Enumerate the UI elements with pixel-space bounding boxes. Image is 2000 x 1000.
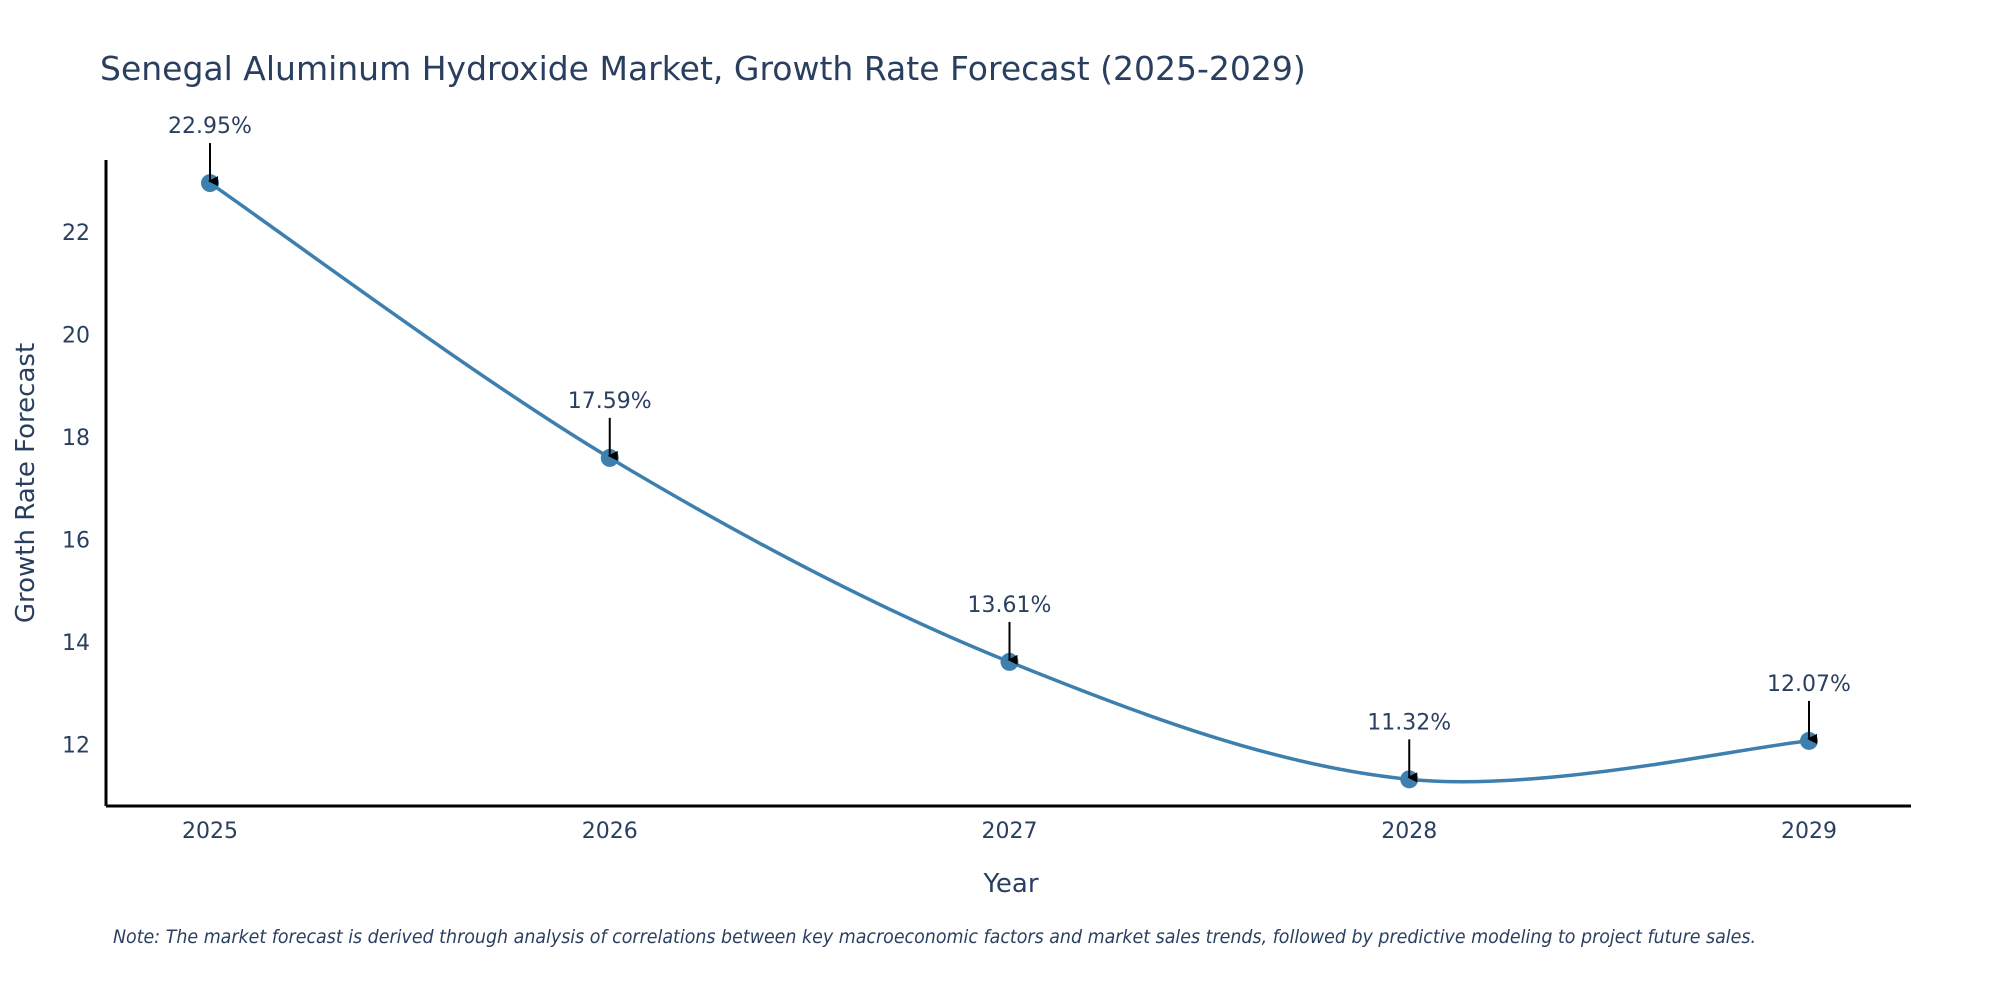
data-label: 22.95% bbox=[168, 114, 252, 139]
series-markers bbox=[201, 174, 1818, 789]
x-tick-label: 2027 bbox=[982, 819, 1038, 844]
x-axis-title: Year bbox=[982, 869, 1038, 899]
y-tick-label: 12 bbox=[62, 733, 90, 758]
x-tick-label: 2029 bbox=[1781, 819, 1837, 844]
x-tick-label: 2028 bbox=[1381, 819, 1437, 844]
y-tick-label: 16 bbox=[62, 528, 90, 553]
data-label: 11.32% bbox=[1367, 710, 1451, 735]
y-tick-labels: 12 14 16 18 20 22 bbox=[62, 221, 90, 759]
y-tick-label: 20 bbox=[62, 323, 90, 348]
plot-area: 12 14 16 18 20 22 2025 2026 2027 2028 2029 22.95%… bbox=[62, 114, 1911, 844]
x-tick-label: 2025 bbox=[182, 819, 238, 844]
y-tick-label: 22 bbox=[62, 221, 90, 246]
data-label: 17.59% bbox=[568, 389, 652, 414]
chart-title: Senegal Aluminum Hydroxide Market, Growt… bbox=[100, 49, 1306, 88]
x-tick-label: 2026 bbox=[582, 819, 638, 844]
y-tick-label: 14 bbox=[62, 631, 90, 656]
series-line bbox=[209, 181, 1810, 784]
data-label: 13.61% bbox=[968, 593, 1052, 618]
data-label: 12.07% bbox=[1767, 672, 1851, 697]
x-tick-labels: 2025 2026 2027 2028 2029 bbox=[182, 819, 1837, 844]
footnote: Note: The market forecast is derived thr… bbox=[113, 926, 1756, 948]
data-label-annotations: 22.95% 17.59% 13.61% 11.32% 12.07% bbox=[168, 114, 1851, 783]
y-axis-title: Growth Rate Forecast bbox=[11, 343, 41, 623]
y-tick-label: 18 bbox=[62, 426, 90, 451]
